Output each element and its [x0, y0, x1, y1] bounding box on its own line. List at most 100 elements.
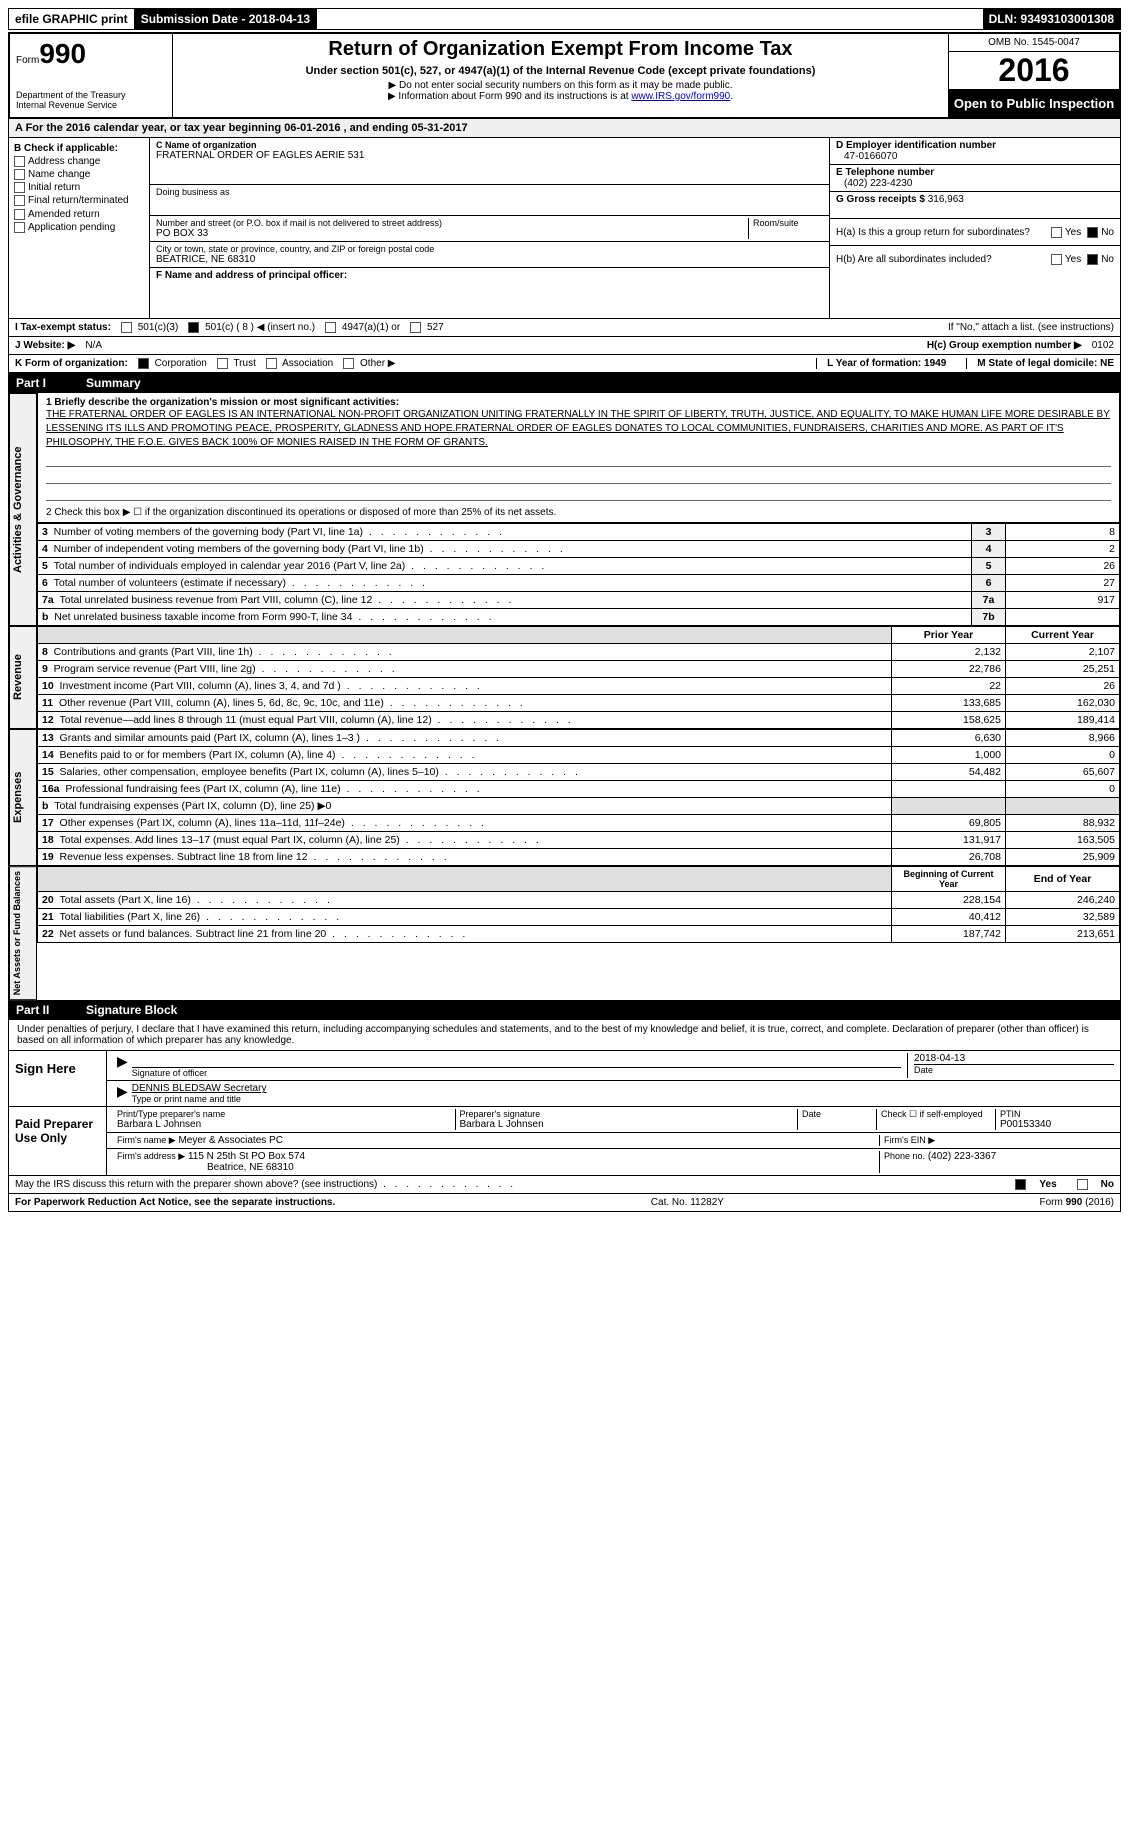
firm-phone-label: Phone no.: [884, 1151, 925, 1161]
table-row: b Total fundraising expenses (Part IX, c…: [38, 798, 1120, 815]
check-application-pending[interactable]: Application pending: [14, 222, 144, 233]
prep-print-name: Barbara L Johnsen: [117, 1119, 451, 1130]
pra-notice: For Paperwork Reduction Act Notice, see …: [15, 1197, 335, 1208]
table-row: 14 Benefits paid to or for members (Part…: [38, 747, 1120, 764]
firm-name: Meyer & Associates PC: [178, 1135, 282, 1146]
identity-grid: B Check if applicable: Address change Na…: [8, 138, 1121, 319]
form-number: 990: [39, 38, 86, 69]
check-4947[interactable]: 4947(a)(1) or: [325, 322, 400, 333]
line-2: 2 Check this box ▶ ☐ if the organization…: [46, 507, 1111, 518]
check-corp[interactable]: Corporation: [138, 358, 207, 369]
net-side-label: Net Assets or Fund Balances: [9, 866, 37, 1000]
form-note-2: ▶ Information about Form 990 and its ins…: [183, 91, 938, 102]
firm-name-label: Firm's name ▶: [117, 1135, 176, 1145]
l-year: L Year of formation: 1949: [816, 358, 956, 369]
governance-table: 3 Number of voting members of the govern…: [37, 523, 1120, 626]
table-header-row: Beginning of Current Year End of Year: [38, 867, 1120, 892]
revenue-table: Prior Year Current Year8 Contributions a…: [37, 626, 1120, 729]
hb-label: H(b) Are all subordinates included?: [836, 254, 1051, 265]
hc-label: H(c) Group exemption number ▶: [927, 340, 1082, 351]
table-row: 22 Net assets or fund balances. Subtract…: [38, 926, 1120, 943]
irs-link[interactable]: www.IRS.gov/form990: [631, 91, 730, 102]
expenses-section: Expenses 13 Grants and similar amounts p…: [8, 729, 1121, 866]
prep-date-label: Date: [802, 1109, 872, 1119]
col-b-checks: B Check if applicable: Address change Na…: [9, 138, 150, 318]
officer-type-label: Type or print name and title: [132, 1094, 1114, 1104]
form-title: Return of Organization Exempt From Incom…: [183, 38, 938, 61]
city-value: BEATRICE, NE 68310: [156, 254, 823, 265]
col-c-org: C Name of organization FRATERNAL ORDER O…: [150, 138, 830, 318]
check-initial-return[interactable]: Initial return: [14, 182, 144, 193]
part-1-header: Part I Summary: [8, 373, 1121, 393]
check-trust[interactable]: Trust: [217, 358, 256, 369]
row-j-website: J Website: ▶ N/A H(c) Group exemption nu…: [8, 337, 1121, 355]
footer: For Paperwork Reduction Act Notice, see …: [8, 1194, 1121, 1212]
check-amended-return[interactable]: Amended return: [14, 209, 144, 220]
form-ref: Form 990 (2016): [1040, 1197, 1114, 1208]
tax-year: 2016: [949, 52, 1119, 90]
row-i-tax-status: I Tax-exempt status: 501(c)(3) 501(c) ( …: [8, 319, 1121, 337]
officer-signature-line[interactable]: [132, 1053, 901, 1068]
form-note-1: ▶ Do not enter social security numbers o…: [183, 80, 938, 91]
check-address-change[interactable]: Address change: [14, 156, 144, 167]
revenue-section: Revenue Prior Year Current Year8 Contrib…: [8, 626, 1121, 729]
form-word: Form: [16, 55, 39, 66]
gov-side-label: Activities & Governance: [9, 393, 37, 626]
net-assets-table: Beginning of Current Year End of Year20 …: [37, 866, 1120, 943]
dba-label: Doing business as: [156, 187, 823, 197]
check-name-change[interactable]: Name change: [14, 169, 144, 180]
perjury-text: Under penalties of perjury, I declare th…: [9, 1020, 1120, 1051]
sig-date-label: Date: [914, 1065, 1114, 1075]
hb-yes-check[interactable]: [1051, 254, 1062, 265]
prep-sig-name: Barbara L Johnsen: [460, 1119, 794, 1130]
table-row: 10 Investment income (Part VIII, column …: [38, 678, 1120, 695]
submission-date: Submission Date - 2018-04-13: [135, 9, 317, 29]
tel-value: (402) 223-4230: [836, 178, 1114, 189]
table-row: 12 Total revenue—add lines 8 through 11 …: [38, 712, 1120, 729]
gross-label: G Gross receipts $: [836, 194, 925, 205]
table-row: 7a Total unrelated business revenue from…: [38, 592, 1120, 609]
check-501c[interactable]: 501(c) ( 8 ) ◀ (insert no.): [188, 322, 315, 333]
discuss-no-check[interactable]: [1077, 1179, 1088, 1190]
row-klm: K Form of organization: Corporation Trus…: [8, 355, 1121, 373]
table-row: 11 Other revenue (Part VIII, column (A),…: [38, 695, 1120, 712]
check-final-return[interactable]: Final return/terminated: [14, 195, 144, 206]
dept-irs: Internal Revenue Service: [16, 100, 166, 110]
hb-no-check[interactable]: [1087, 254, 1098, 265]
prep-sig-label: Preparer's signature: [460, 1109, 794, 1119]
part-2-header: Part II Signature Block: [8, 1000, 1121, 1020]
firm-ein-label: Firm's EIN ▶: [880, 1135, 1114, 1146]
prep-check-label[interactable]: Check ☐ if self-employed: [877, 1109, 996, 1130]
table-row: 9 Program service revenue (Part VIII, li…: [38, 661, 1120, 678]
org-name-label: C Name of organization: [156, 140, 823, 150]
col-d-info: D Employer identification number 47-0166…: [830, 138, 1120, 318]
table-row: b Net unrelated business taxable income …: [38, 609, 1120, 626]
website-value: N/A: [85, 340, 102, 351]
discuss-text: May the IRS discuss this return with the…: [15, 1179, 516, 1190]
rev-side-label: Revenue: [9, 626, 37, 729]
check-527[interactable]: 527: [410, 322, 443, 333]
table-row: 3 Number of voting members of the govern…: [38, 524, 1120, 541]
header-right: OMB No. 1545-0047 2016 Open to Public In…: [948, 34, 1119, 117]
header-center: Return of Organization Exempt From Incom…: [173, 34, 948, 117]
ptin-value: P00153340: [1000, 1119, 1110, 1130]
header-left: Form990 Department of the Treasury Inter…: [10, 34, 173, 117]
signature-block: Under penalties of perjury, I declare th…: [8, 1020, 1121, 1176]
discuss-yes-check[interactable]: [1015, 1179, 1026, 1190]
public-inspection: Open to Public Inspection: [949, 90, 1119, 117]
col-b-header: B Check if applicable:: [14, 143, 144, 154]
check-501c3[interactable]: 501(c)(3): [121, 322, 178, 333]
ha-no-check[interactable]: [1087, 227, 1098, 238]
firm-addr2: Beatrice, NE 68310: [117, 1162, 875, 1173]
table-row: 21 Total liabilities (Part X, line 26) 4…: [38, 909, 1120, 926]
sig-date: 2018-04-13: [914, 1053, 1114, 1065]
check-other[interactable]: Other ▶: [343, 358, 395, 369]
check-assoc[interactable]: Association: [266, 358, 333, 369]
table-row: 8 Contributions and grants (Part VIII, l…: [38, 644, 1120, 661]
hb-note: If "No," attach a list. (see instruction…: [948, 322, 1114, 333]
table-header-row: Prior Year Current Year: [38, 627, 1120, 644]
table-row: 5 Total number of individuals employed i…: [38, 558, 1120, 575]
m-state: M State of legal domicile: NE: [966, 358, 1114, 369]
ha-yes-check[interactable]: [1051, 227, 1062, 238]
city-label: City or town, state or province, country…: [156, 244, 823, 254]
